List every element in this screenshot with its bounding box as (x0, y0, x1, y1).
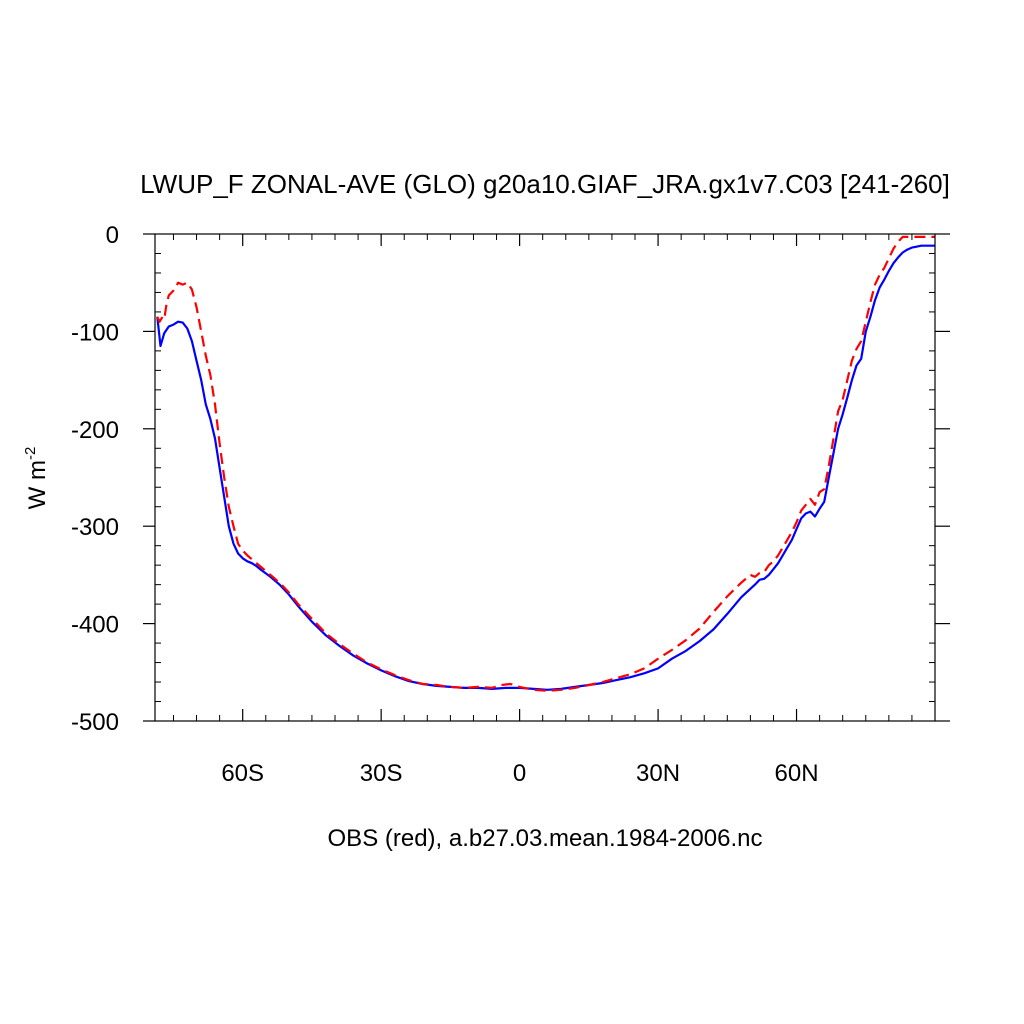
x-tick-label: 30S (360, 760, 403, 787)
plot-frame (154, 233, 936, 722)
y-tick-label: -200 (71, 417, 119, 444)
x-tick-label: 60N (775, 760, 819, 787)
y-axis-label: W m-2 (22, 447, 51, 510)
y-tick-label: -400 (71, 612, 119, 639)
x-axis-label: OBS (red), a.b27.03.mean.1984-2006.nc (328, 825, 763, 852)
y-tick-label: -500 (71, 709, 119, 736)
y-tick-label: -100 (71, 319, 119, 346)
model-series-line (156, 244, 935, 691)
y-tick-label: 0 (106, 222, 119, 249)
x-tick-label: 60S (221, 760, 264, 787)
x-tick-label: 0 (513, 760, 526, 787)
x-tick-label: 30N (636, 760, 680, 787)
plot-area: 60S 30S 0 30N 60N 0 -100 -200 -300 -400 -500 (71, 222, 950, 787)
y-axis-label-superscript: -2 (22, 447, 39, 460)
obs-series-line (156, 235, 935, 692)
y-axis-label-main: W m (24, 460, 51, 509)
chart-title: LWUP_F ZONAL-AVE (GLO) g20a10.GIAF_JRA.g… (140, 169, 950, 199)
y-tick-label: -300 (71, 514, 119, 541)
